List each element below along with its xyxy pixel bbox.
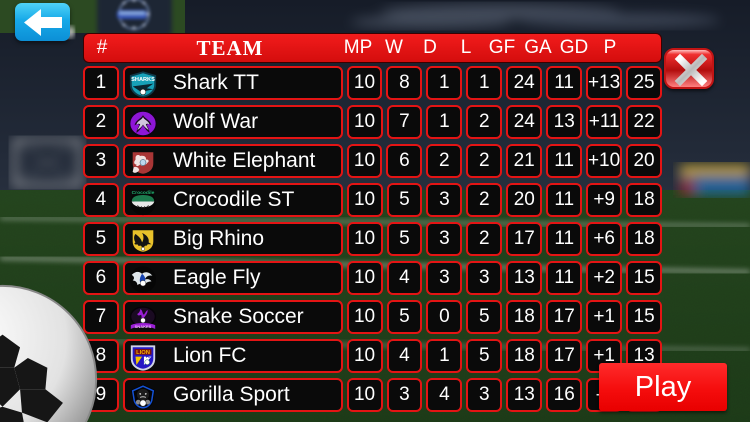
svg-text:SHARKS: SHARKS bbox=[131, 77, 155, 83]
svg-text:FC: FC bbox=[146, 355, 151, 359]
svg-text:SNAKES: SNAKES bbox=[135, 324, 152, 329]
